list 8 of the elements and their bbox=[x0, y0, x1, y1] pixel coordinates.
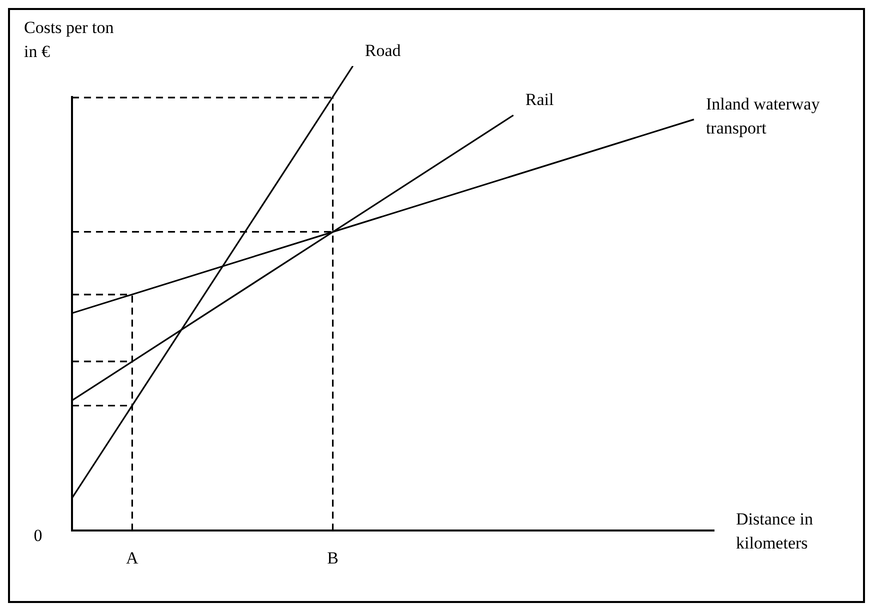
series-label: Rail bbox=[525, 90, 554, 110]
text: 0 bbox=[34, 526, 42, 546]
series-label: Inland waterway transport bbox=[706, 94, 820, 138]
x-tick-label: A bbox=[126, 548, 140, 568]
x-axis-title: Distance in kilometers bbox=[736, 510, 814, 553]
series-label: Road bbox=[364, 41, 402, 60]
x-tick-label: B bbox=[327, 548, 338, 568]
y-axis-title: Costs per ton in € bbox=[24, 18, 114, 61]
